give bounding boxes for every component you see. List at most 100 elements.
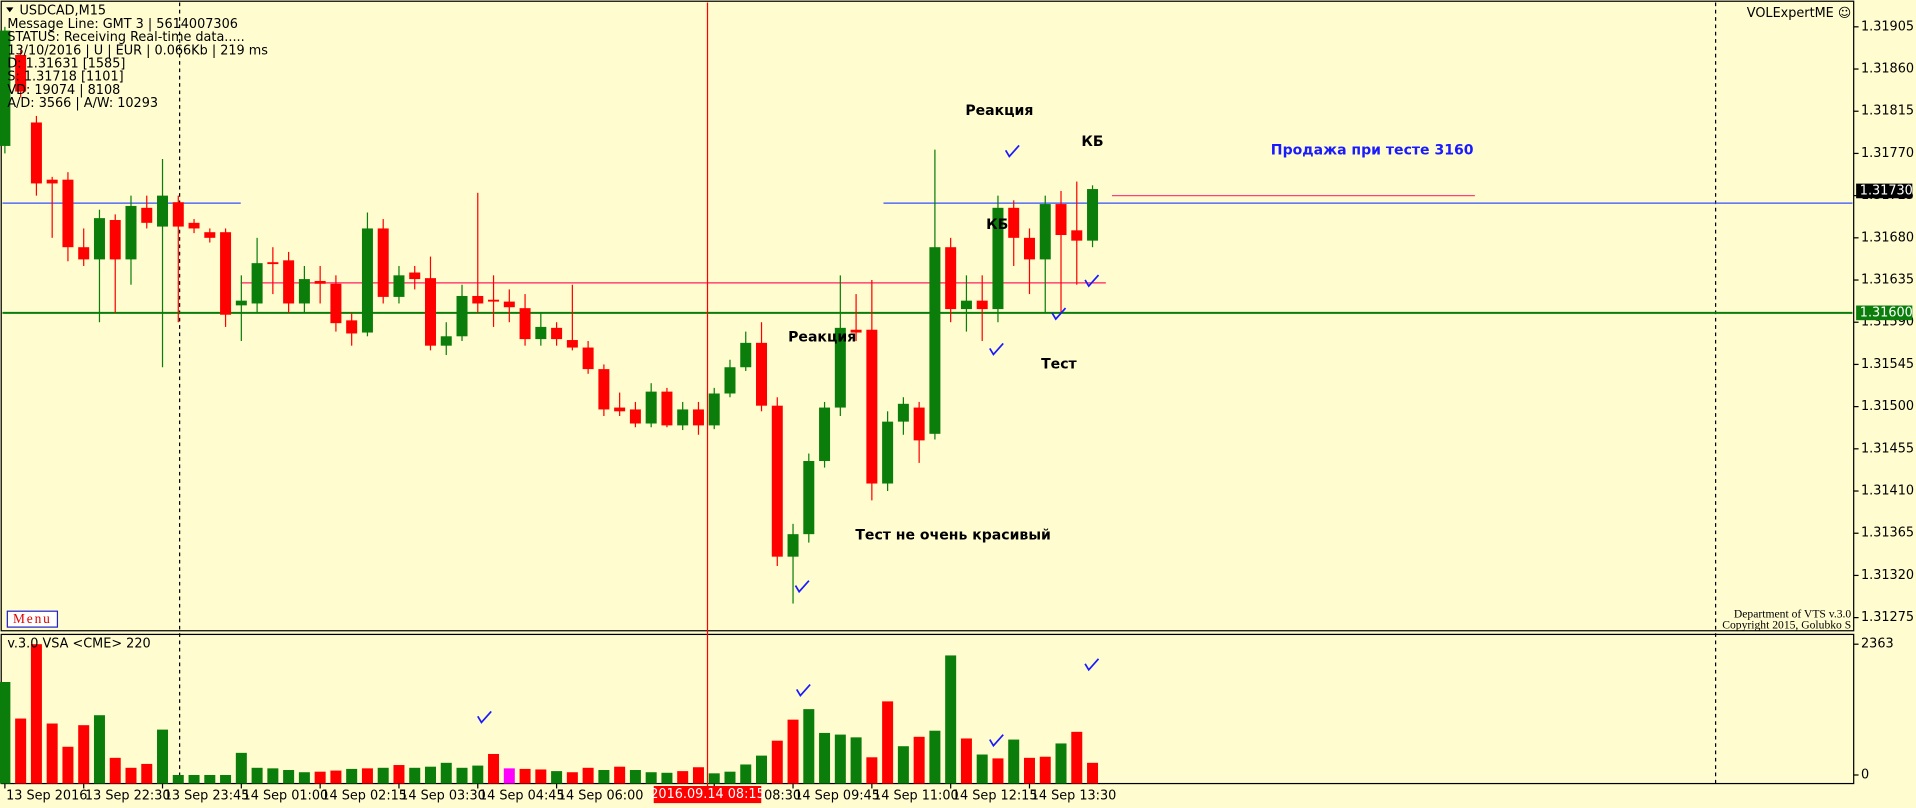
volume-bar: [330, 770, 342, 784]
volume-bar: [1071, 731, 1083, 784]
candle-body: [1071, 230, 1083, 241]
checkmark: [795, 683, 811, 697]
y-tick-label: 1.31815: [1861, 104, 1914, 119]
price-label-box: [1856, 305, 1913, 321]
volume-bar: [15, 718, 27, 784]
volume-bar: [850, 737, 862, 784]
volume-bar: [708, 773, 720, 784]
checkmark: [794, 580, 810, 594]
volume-bar: [519, 768, 531, 784]
candle-body: [1039, 204, 1051, 260]
annotation: КБ: [986, 217, 1008, 233]
volume-bar: [645, 772, 657, 784]
candle-body: [283, 260, 295, 304]
candle-body: [0, 30, 11, 146]
y-tick-label: 1.31680: [1861, 230, 1914, 245]
candle-body: [15, 54, 27, 92]
candle-body: [535, 326, 547, 340]
info-line: VD: 19074 | 8108: [7, 83, 120, 98]
x-tick-label: 13 Sep 2016: [6, 788, 87, 803]
volume-bar: [204, 774, 216, 784]
x-tick-label: 14 Sep 12:15: [952, 788, 1038, 803]
y-tick-label: 1.31860: [1861, 62, 1914, 77]
volume-bar: [361, 768, 373, 784]
candle-body: [393, 275, 405, 297]
candle-body: [992, 207, 1004, 310]
candle-body: [204, 232, 216, 238]
candle-body: [377, 228, 389, 297]
candle-body: [929, 247, 941, 434]
candle-body: [314, 280, 326, 284]
volume-bar: [298, 772, 310, 784]
candle-body: [976, 300, 988, 310]
crosshair-box: [653, 785, 762, 804]
candle-body: [677, 409, 689, 426]
marks: 1.319051.318601.318151.317701.317251.316…: [0, 19, 1914, 803]
candle-body: [440, 336, 452, 346]
info-line: S: 1.31718 [1101]: [7, 70, 123, 85]
candle-body: [298, 279, 310, 304]
volume-bar: [677, 771, 689, 784]
volume-bar: [30, 644, 42, 784]
annotation: Продажа при тесте 3160: [1271, 142, 1474, 158]
x-tick-label: 14 Sep 01:00: [243, 788, 329, 803]
volume-bar: [740, 764, 752, 784]
y-tick-label: 1.31275: [1861, 610, 1914, 625]
info-line: D: 1.31631 [1585]: [7, 57, 125, 72]
candle-body: [109, 220, 121, 260]
volume-bar: [346, 768, 358, 784]
y-tick-label: 1.31410: [1861, 484, 1914, 499]
y-tick-label: 1.31455: [1861, 441, 1914, 456]
x-tick-label: 14 Sep 09:45: [794, 788, 880, 803]
menu-button[interactable]: [6, 610, 59, 628]
candle-body: [771, 405, 783, 557]
collapse-icon[interactable]: [6, 7, 14, 13]
volume-bar: [125, 767, 137, 784]
volume-bar: [62, 746, 74, 784]
candle-body: [598, 369, 610, 410]
y-tick-label: 1.31320: [1861, 568, 1914, 583]
candle-body: [945, 247, 957, 310]
x-tick-label: 14 Sep 13:30: [1031, 788, 1117, 803]
volume-bar: [819, 732, 831, 784]
volume-bar: [945, 655, 957, 784]
candle-body: [488, 299, 500, 302]
volume-bar: [409, 767, 421, 784]
checkmark: [1084, 274, 1100, 288]
info-line: A/D: 3566 | A/W: 10293: [7, 96, 158, 111]
volume-bar: [960, 738, 972, 784]
candle-body: [267, 262, 279, 265]
candle-body: [582, 347, 594, 370]
candle-body: [724, 367, 736, 394]
volume-bar: [503, 768, 515, 784]
candle-body: [551, 327, 563, 340]
candle-body: [346, 320, 358, 334]
volume-bar: [897, 746, 909, 784]
volume-bar: [283, 770, 295, 784]
candle-body: [740, 342, 752, 368]
checkmark: [989, 734, 1004, 748]
volume-bar: [1055, 743, 1067, 784]
volume-bar: [172, 774, 184, 784]
candle-body: [172, 202, 184, 227]
info-panel: Message Line: GMT 3 | 5614007306STATUS: …: [7, 17, 268, 111]
price-label-box: [1856, 183, 1913, 199]
menu-label[interactable]: Menu: [13, 611, 52, 626]
price-label: 1.31730: [1860, 183, 1913, 198]
candle-body: [157, 195, 169, 227]
candle-body: [661, 391, 673, 426]
volume-bar: [882, 701, 894, 784]
checkmark: [1084, 658, 1100, 672]
volume-bar: [614, 766, 626, 784]
candle-body: [819, 407, 831, 462]
volume-bar: [535, 769, 547, 784]
volume-bar: [1023, 757, 1035, 784]
x-tick-label: 14 Sep 02:15: [321, 788, 407, 803]
volume-bar: [771, 740, 783, 784]
volume-bar: [803, 709, 815, 784]
annotation: Тест не очень красивый: [855, 527, 1051, 543]
candle-body: [1055, 204, 1067, 236]
candle-body: [645, 391, 657, 424]
candle-body: [913, 407, 925, 441]
checkmarks: [477, 144, 1100, 748]
